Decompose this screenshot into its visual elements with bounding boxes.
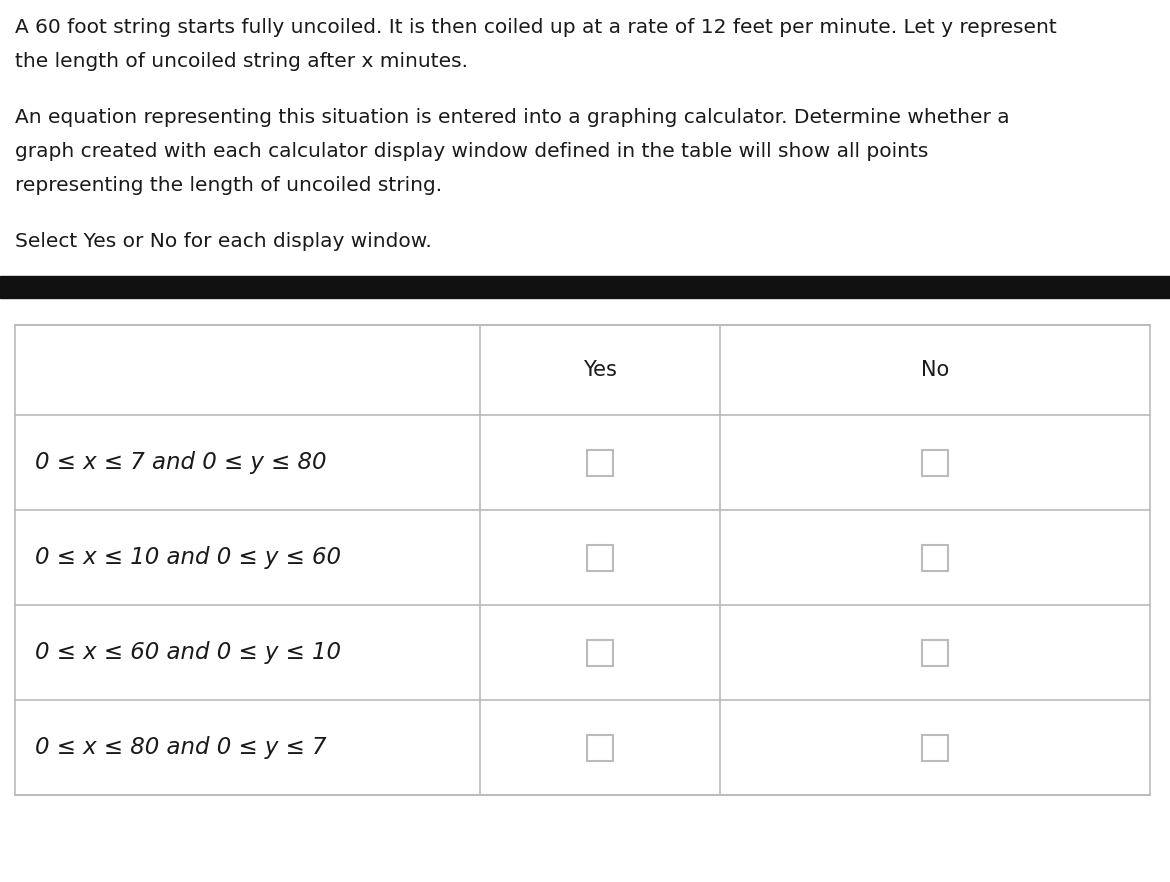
Bar [922, 544, 948, 571]
Bar [587, 450, 613, 475]
Bar [587, 544, 613, 571]
Text: 0 ≤ x ≤ 60 and 0 ≤ y ≤ 10: 0 ≤ x ≤ 60 and 0 ≤ y ≤ 10 [35, 641, 340, 664]
Text: Yes: Yes [583, 360, 617, 380]
Bar [922, 639, 948, 666]
Text: An equation representing this situation is entered into a graphing calculator. D: An equation representing this situation … [15, 108, 1010, 127]
Text: 0 ≤ x ≤ 10 and 0 ≤ y ≤ 60: 0 ≤ x ≤ 10 and 0 ≤ y ≤ 60 [35, 546, 340, 569]
Bar [922, 450, 948, 475]
Text: 0 ≤ x ≤ 7 and 0 ≤ y ≤ 80: 0 ≤ x ≤ 7 and 0 ≤ y ≤ 80 [35, 451, 326, 474]
Bar [587, 639, 613, 666]
Text: Select Yes or No for each display window.: Select Yes or No for each display window… [15, 232, 432, 251]
Text: A 60 foot string starts fully uncoiled. It is then coiled up at a rate of 12 fee: A 60 foot string starts fully uncoiled. … [15, 18, 1057, 37]
Text: No: No [921, 360, 949, 380]
Bar [15, 325, 1150, 795]
Text: graph created with each calculator display window defined in the table will show: graph created with each calculator displ… [15, 142, 928, 161]
Bar [922, 735, 948, 760]
Bar [0, 276, 1170, 298]
Text: the length of uncoiled string after x minutes.: the length of uncoiled string after x mi… [15, 52, 468, 71]
Text: 0 ≤ x ≤ 80 and 0 ≤ y ≤ 7: 0 ≤ x ≤ 80 and 0 ≤ y ≤ 7 [35, 736, 326, 759]
Text: representing the length of uncoiled string.: representing the length of uncoiled stri… [15, 176, 442, 195]
Bar [587, 735, 613, 760]
